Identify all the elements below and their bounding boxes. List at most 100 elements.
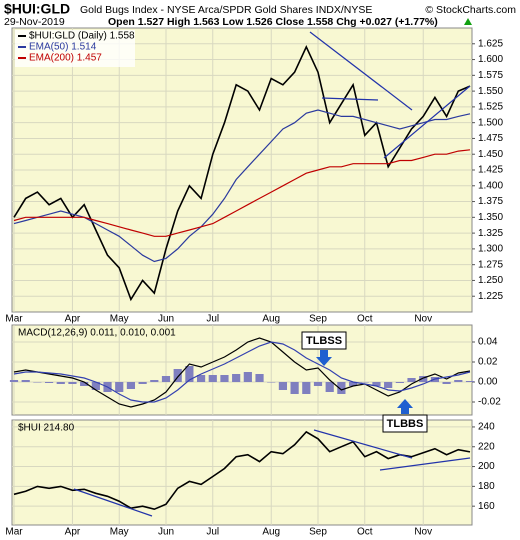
x-tick-label: Apr — [65, 314, 81, 325]
histogram-bar — [56, 382, 65, 384]
series-line — [13, 430, 471, 511]
x-tick-label: Jun — [158, 314, 174, 325]
histogram-bar — [278, 382, 288, 390]
date: 29-Nov-2019 — [4, 16, 65, 28]
y-tick-label: 200 — [478, 461, 495, 472]
histogram-bar — [348, 382, 358, 386]
y-tick-label: 1.275 — [478, 259, 503, 270]
x-tick-label: Oct — [357, 314, 373, 325]
histogram-bar — [33, 382, 42, 383]
annotation-text: TLBSS — [306, 335, 342, 347]
annotation-text: TLBBS — [387, 418, 424, 430]
histogram-bar — [126, 382, 136, 389]
histogram-bar — [243, 372, 252, 382]
legend-label: $HUI 214.80 — [18, 423, 75, 434]
y-tick-label: 0.02 — [478, 357, 498, 368]
series-line — [13, 149, 471, 237]
trend-lines — [73, 31, 471, 517]
panel-label: MACD(12,26,9) 0.011, 0.010, 0.001 — [18, 328, 176, 339]
y-tick-label: 1.550 — [478, 86, 503, 97]
x-tick-label: Apr — [65, 527, 81, 538]
x-tick-label: Jul — [206, 314, 219, 325]
histogram-bar — [208, 375, 217, 382]
x-tick-label: Sep — [309, 314, 327, 325]
plot-area — [11, 419, 473, 526]
y-tick-label: 1.225 — [478, 291, 503, 302]
series-line — [13, 341, 471, 403]
series-line — [13, 109, 471, 263]
histogram-bar — [290, 382, 299, 394]
histogram-bar — [9, 380, 19, 382]
histogram-bar — [150, 380, 159, 382]
trend-line — [321, 97, 379, 101]
y-tick-label: 1.475 — [478, 133, 503, 144]
annotation: TLBBS — [382, 399, 428, 433]
trend-line — [379, 457, 471, 471]
histogram-bar — [384, 382, 393, 388]
histogram-bar — [267, 382, 276, 383]
histogram-bar — [255, 374, 264, 382]
annotation-box — [301, 331, 347, 350]
trend-line — [73, 488, 153, 517]
annotation: TLBSS — [301, 331, 347, 366]
x-tick-label: Aug — [262, 314, 280, 325]
histogram-bar — [196, 375, 206, 382]
x-tick-label: Nov — [414, 527, 432, 538]
histogram-bar — [220, 375, 229, 382]
y-tick-label: -0.02 — [478, 397, 501, 408]
x-tick-label: Aug — [262, 527, 280, 538]
histogram-bar — [115, 382, 124, 392]
credit: © StockCharts.com — [425, 4, 516, 16]
y-tick-label: 0.00 — [478, 377, 498, 388]
series-line — [13, 44, 471, 302]
y-tick-label: 1.500 — [478, 117, 503, 128]
y-tick-label: 220 — [478, 441, 495, 452]
y-tick-label: 1.525 — [478, 102, 503, 113]
histogram-bar — [372, 382, 381, 386]
x-tick-label: May — [110, 527, 129, 538]
up-arrow — [464, 18, 472, 25]
histogram-bar — [161, 376, 171, 382]
histogram-bar — [407, 378, 416, 382]
y-tick-label: 1.375 — [478, 196, 503, 207]
y-tick-label: 1.350 — [478, 212, 503, 223]
histogram-bar — [302, 382, 311, 394]
histogram-bar — [360, 382, 369, 383]
plot-area — [11, 324, 473, 416]
histogram-bar — [173, 369, 182, 382]
chart-subtitle: Gold Bugs Index - NYSE Arca/SPDR Gold Sh… — [80, 4, 372, 16]
y-tick-label: 160 — [478, 501, 495, 512]
plots: 1.225 1.250 1.275 1.300 1.325 1.350 1.375 1.400… — [5, 27, 503, 538]
series-line — [13, 337, 471, 408]
trend-line — [313, 429, 413, 459]
y-tick-label: 1.300 — [478, 244, 503, 255]
legend-label: $HUI:GLD (Daily) 1.558 — [29, 31, 135, 42]
histogram-bar — [21, 380, 30, 382]
histogram-bar — [138, 382, 147, 384]
x-tick-label: Oct — [357, 527, 373, 538]
y-tick-label: 240 — [478, 422, 495, 433]
x-tick-label: Jul — [206, 527, 219, 538]
histogram-bar — [442, 382, 451, 384]
x-tick-label: Mar — [5, 527, 23, 538]
histogram-bar — [325, 382, 334, 392]
annotation-box — [382, 414, 428, 433]
histogram-bar — [395, 382, 404, 383]
legend-box — [15, 30, 135, 67]
x-tick-label: Nov — [414, 314, 432, 325]
y-tick-label: 180 — [478, 481, 495, 492]
y-tick-label: 1.575 — [478, 70, 503, 81]
y-tick-label: 1.600 — [478, 54, 503, 65]
y-tick-label: 1.250 — [478, 275, 503, 286]
histogram-bar — [419, 376, 428, 382]
y-tick-label: 1.625 — [478, 38, 503, 49]
legend-label: EMA(50) 1.514 — [29, 42, 97, 53]
histogram-bar — [185, 366, 194, 382]
histogram-bar — [465, 381, 475, 382]
histogram-bar — [68, 382, 77, 384]
x-tick-label: Jun — [158, 527, 174, 538]
histogram-bar — [454, 380, 463, 382]
trend-line — [383, 85, 471, 159]
y-tick-label: 0.04 — [478, 337, 498, 348]
